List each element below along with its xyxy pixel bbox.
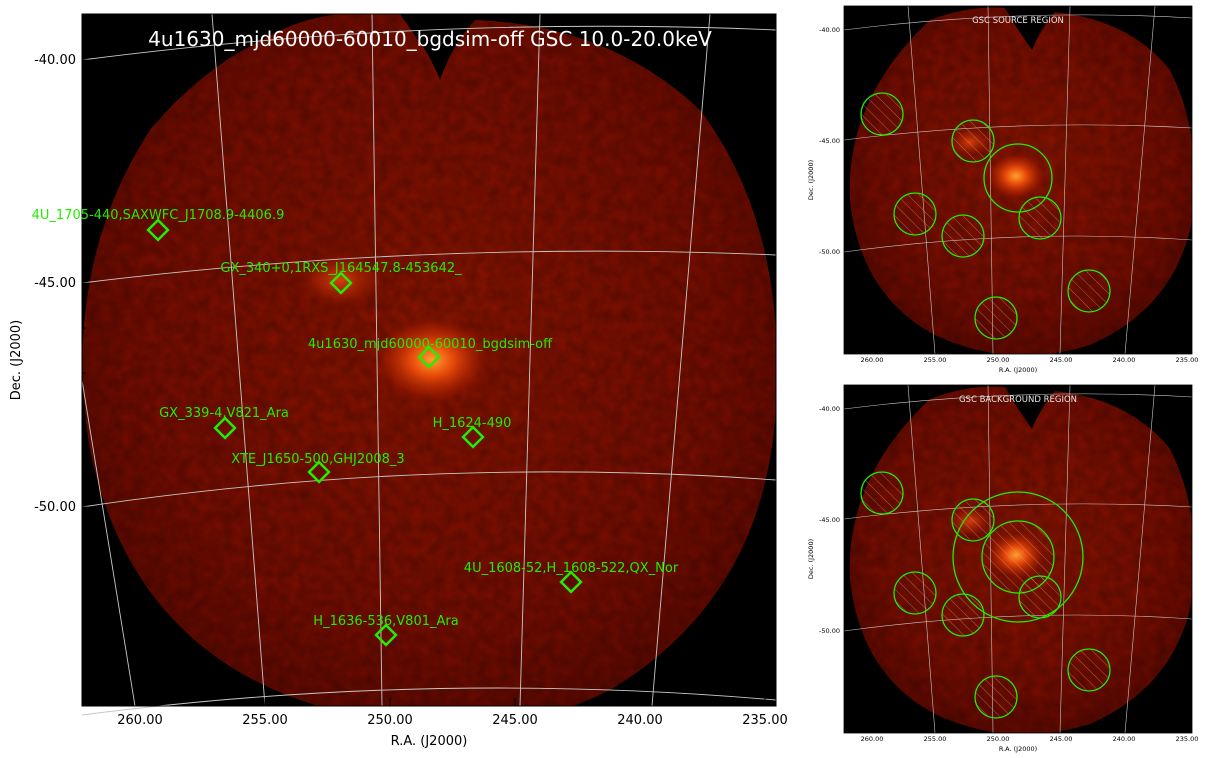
source-panel-frame <box>843 5 1193 355</box>
source-marker <box>559 570 583 594</box>
main-ra-tick-240: 240.00 <box>617 713 663 728</box>
source-panel-x-axis-label: R.A. (J2000) <box>999 366 1037 374</box>
excluded-source-circle <box>941 214 985 258</box>
source-marker <box>374 623 398 647</box>
source-panel-ra-tick: 250.00 <box>987 356 1010 364</box>
target-emission <box>372 315 492 405</box>
background-panel-ra-tick: 240.00 <box>1113 735 1136 743</box>
main-dec-tick-40: -40.00 <box>34 53 76 68</box>
source-marker <box>417 345 441 369</box>
background-region-panel: GSC BACKGROUND REGION -40.00 -45.00 -50.… <box>807 384 1199 753</box>
main-y-axis-label: Dec. (J2000) <box>9 320 24 400</box>
background-panel-grid <box>843 384 1193 734</box>
source-region-circle <box>983 143 1053 213</box>
source-marker <box>146 218 170 242</box>
source-labels: 4U_1705-440,SAXWFC_J1708.9-4406.9 GX_340… <box>32 208 679 629</box>
source-panel-y-axis-label: Dec. (J2000) <box>807 160 815 200</box>
main-tick-marks <box>82 59 766 706</box>
gx340-emission <box>295 252 385 308</box>
source-panel-dec-tick-40: -40.00 <box>819 26 840 34</box>
background-annulus-outer <box>952 491 1084 623</box>
excluded-source-circle <box>941 593 985 637</box>
main-panel: 4u1630_mjd60000-60010_bgdsim-off GSC 10.… <box>9 13 788 749</box>
excluded-source-circle <box>951 498 995 542</box>
background-panel-ra-tick: 260.00 <box>861 735 884 743</box>
main-ra-tick-235: 235.00 <box>742 713 788 728</box>
main-x-axis-label: R.A. (J2000) <box>391 734 468 749</box>
source-panel-ra-tick: 240.00 <box>1113 356 1136 364</box>
source-panel-ra-tick: 255.00 <box>924 356 947 364</box>
main-coordinate-grid <box>81 13 777 716</box>
background-panel-frame <box>843 384 1193 734</box>
source-panel-title: GSC SOURCE REGION <box>972 16 1064 26</box>
source-panel-dec-tick-50: -50.00 <box>819 248 840 256</box>
excluded-source-circle <box>1067 648 1111 692</box>
source-label: H_1624-490 <box>433 416 512 431</box>
source-label: H_1636-536,V801_Ara <box>313 614 458 629</box>
background-panel-y-axis-label: Dec. (J2000) <box>807 539 815 579</box>
background-panel-regions <box>860 471 1111 719</box>
source-marker <box>461 425 485 449</box>
source-panel-ra-tick: 245.00 <box>1050 356 1073 364</box>
source-label: GX_340+0,1RXS_J164547.8-453642_ <box>220 261 462 276</box>
background-panel-ra-tick: 245.00 <box>1050 735 1073 743</box>
main-ra-tick-245: 245.00 <box>492 713 538 728</box>
background-panel-dec-tick-45: -45.00 <box>819 516 840 524</box>
source-panel-regions <box>860 92 1111 340</box>
main-dec-tick-45: -45.00 <box>34 276 76 291</box>
excluded-source-circle <box>860 92 904 136</box>
excluded-source-circle <box>1018 575 1062 619</box>
source-label: 4U_1608-52,H_1608-522,QX_Nor <box>464 561 679 576</box>
main-ra-tick-250: 250.00 <box>367 713 413 728</box>
source-region-panel: GSC SOURCE REGION -40.00 -45.00 -50.00 2… <box>807 5 1199 374</box>
source-panel-ra-tick: 235.00 <box>1176 356 1199 364</box>
excluded-source-circle <box>1018 196 1062 240</box>
source-markers <box>146 218 583 647</box>
excluded-source-circle <box>893 571 937 615</box>
source-label: XTE_J1650-500,GHJ2008_3 <box>231 452 404 467</box>
excluded-source-circle <box>951 119 995 163</box>
excluded-source-circle <box>893 192 937 236</box>
excluded-source-circle <box>860 471 904 515</box>
background-panel-ra-tick: 235.00 <box>1176 735 1199 743</box>
source-panel-grid <box>843 5 1193 355</box>
source-panel-hot-spot <box>986 152 1046 200</box>
source-marker <box>329 271 353 295</box>
excluded-source-circle <box>974 296 1018 340</box>
source-marker <box>307 460 331 484</box>
source-marker <box>213 416 237 440</box>
source-label: 4U_1705-440,SAXWFC_J1708.9-4406.9 <box>32 208 285 223</box>
excluded-source-circle <box>1067 269 1111 313</box>
source-label: 4u1630_mjd60000-60010_bgdsim-off <box>308 337 553 352</box>
excluded-source-circle <box>974 675 1018 719</box>
background-panel-ra-tick: 250.00 <box>987 735 1010 743</box>
main-ra-tick-255: 255.00 <box>242 713 288 728</box>
background-panel-ra-tick: 255.00 <box>924 735 947 743</box>
source-label: GX_339-4,V821_Ara <box>159 406 289 421</box>
background-panel-dec-tick-50: -50.00 <box>819 627 840 635</box>
main-title: 4u1630_mjd60000-60010_bgdsim-off GSC 10.… <box>148 27 712 51</box>
source-panel-dec-tick-45: -45.00 <box>819 137 840 145</box>
source-panel-ra-tick: 260.00 <box>861 356 884 364</box>
background-panel-dec-tick-40: -40.00 <box>819 405 840 413</box>
background-panel-title: GSC BACKGROUND REGION <box>959 395 1077 405</box>
main-ra-tick-260: 260.00 <box>117 713 163 728</box>
main-dec-tick-50: -50.00 <box>34 500 76 515</box>
background-annulus-inner <box>981 520 1055 594</box>
main-frame <box>81 13 777 707</box>
background-panel-x-axis-label: R.A. (J2000) <box>999 745 1037 753</box>
